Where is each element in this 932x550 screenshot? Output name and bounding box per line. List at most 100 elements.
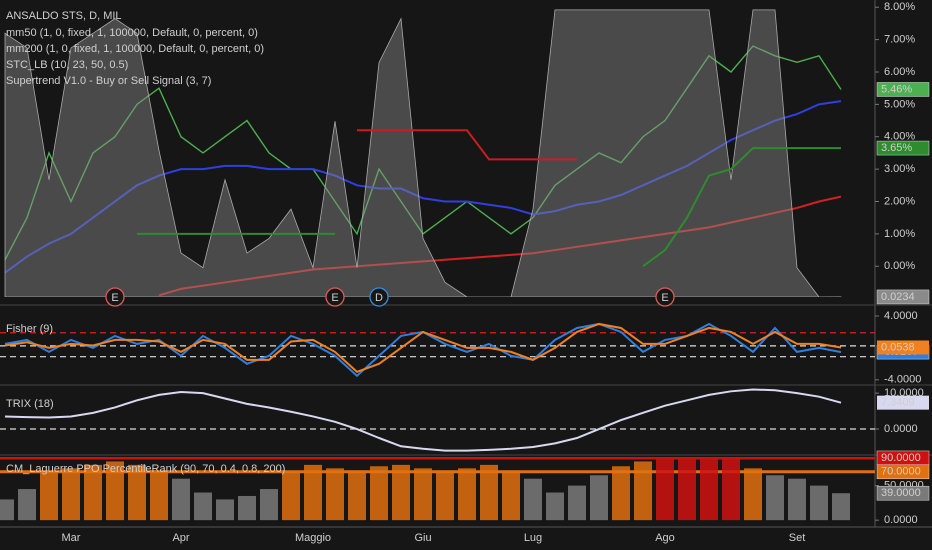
y-tick-label: 4.0000 [884,310,918,322]
legend-entry: mm50 (1, 0, fixed, 1, 100000, Default, 0… [6,27,258,39]
legend-entry: STC_LB (10, 23, 50, 0.5) [6,59,128,71]
bar [348,470,366,521]
bar [304,464,322,521]
value-tag-label: 5.46% [881,83,912,95]
value-tag-label: 39.0000 [881,487,921,499]
bar [700,457,718,521]
y-tick-label: 8.00% [884,1,915,13]
bar [788,478,806,521]
x-tick-label: Set [789,532,806,544]
x-tick-label: Maggio [295,532,331,544]
bar [128,464,146,521]
bar [722,457,740,521]
chart-title: ANSALDO STS, D, MIL [6,10,122,22]
bar [766,475,784,521]
pane [0,457,875,521]
bar [744,468,762,521]
event-marker [105,287,125,307]
pane-title: TRIX (18) [6,398,54,410]
value-tag-label: 3.65% [881,142,912,154]
value-tag-label: 7.3409 [881,397,915,409]
bar [238,495,256,521]
bar [282,471,300,521]
y-tick-label: -4.0000 [884,374,921,386]
pane [4,9,842,297]
value-tag [877,340,929,355]
bar [392,464,410,521]
event-marker [369,287,389,307]
bar [84,464,102,521]
bar [524,478,542,521]
bar [150,470,168,521]
stc-area [4,9,842,297]
y-tick-label: 6.00% [884,66,915,78]
x-tick-label: Ago [655,532,675,544]
series-line [357,129,577,161]
bar [436,470,454,521]
series-line [4,100,842,274]
bar [678,457,696,521]
y-tick-label: 5.00% [884,98,915,110]
bar [612,466,630,521]
value-tag-label: 0.0234 [881,291,915,303]
bar [172,478,190,521]
legend-entry: Supertrend V1.0 - Buy or Sell Signal (3,… [6,75,211,87]
event-marker [325,287,345,307]
bar [590,475,608,521]
series-line [4,45,842,261]
y-tick-label: 3.00% [884,163,915,175]
bar [810,485,828,521]
x-tick-label: Mar [62,532,81,544]
bar [634,461,652,521]
pane [0,322,875,378]
value-tag [877,395,929,410]
bar [458,468,476,521]
value-tag [876,82,930,97]
series-line [4,322,842,373]
bar [18,489,36,521]
value-tag [876,464,930,480]
bar [0,499,14,521]
series-line [4,388,842,452]
event-label: E [661,292,668,304]
bar [62,468,80,521]
y-tick-label: 7.00% [884,34,915,46]
bar [568,485,586,521]
event-label: D [375,292,383,304]
value-tag-label: 0.0538 [881,341,915,353]
y-tick-label: 2.00% [884,195,915,207]
y-tick-label: 1.00% [884,228,915,240]
event-label: E [331,292,338,304]
bar [832,493,850,521]
y-tick-label: 0.00% [884,260,915,272]
event-label: E [111,292,118,304]
y-tick-label: 0.0000 [884,423,918,435]
bar [656,457,674,521]
bar [414,468,432,521]
bar [216,499,234,521]
legend-entry: mm200 (1, 0, fixed, 1, 100000, Default, … [6,43,264,55]
x-tick-label: Apr [172,532,189,544]
pane-title: CM_Laguerre PPO PercentileRank (90, 70, … [6,463,285,475]
bar [502,470,520,521]
x-tick-label: Giu [414,532,431,544]
bar [546,492,564,521]
y-tick-label: 0.0000 [884,514,918,526]
value-tag [876,289,930,305]
pane-title: Fisher (9) [6,323,53,335]
bar [40,471,58,521]
value-tag [876,485,930,501]
value-tag-label: 90.0000 [881,452,921,464]
y-tick-label: 4.00% [884,131,915,143]
bar [106,461,124,521]
value-tag-label: 70.0000 [881,466,921,478]
bar [260,489,278,521]
x-tick-label: Lug [524,532,542,544]
bar [480,464,498,521]
bar [326,468,344,521]
event-marker [655,287,675,307]
bar [194,492,212,521]
series-line [642,147,841,268]
bar [370,466,388,521]
